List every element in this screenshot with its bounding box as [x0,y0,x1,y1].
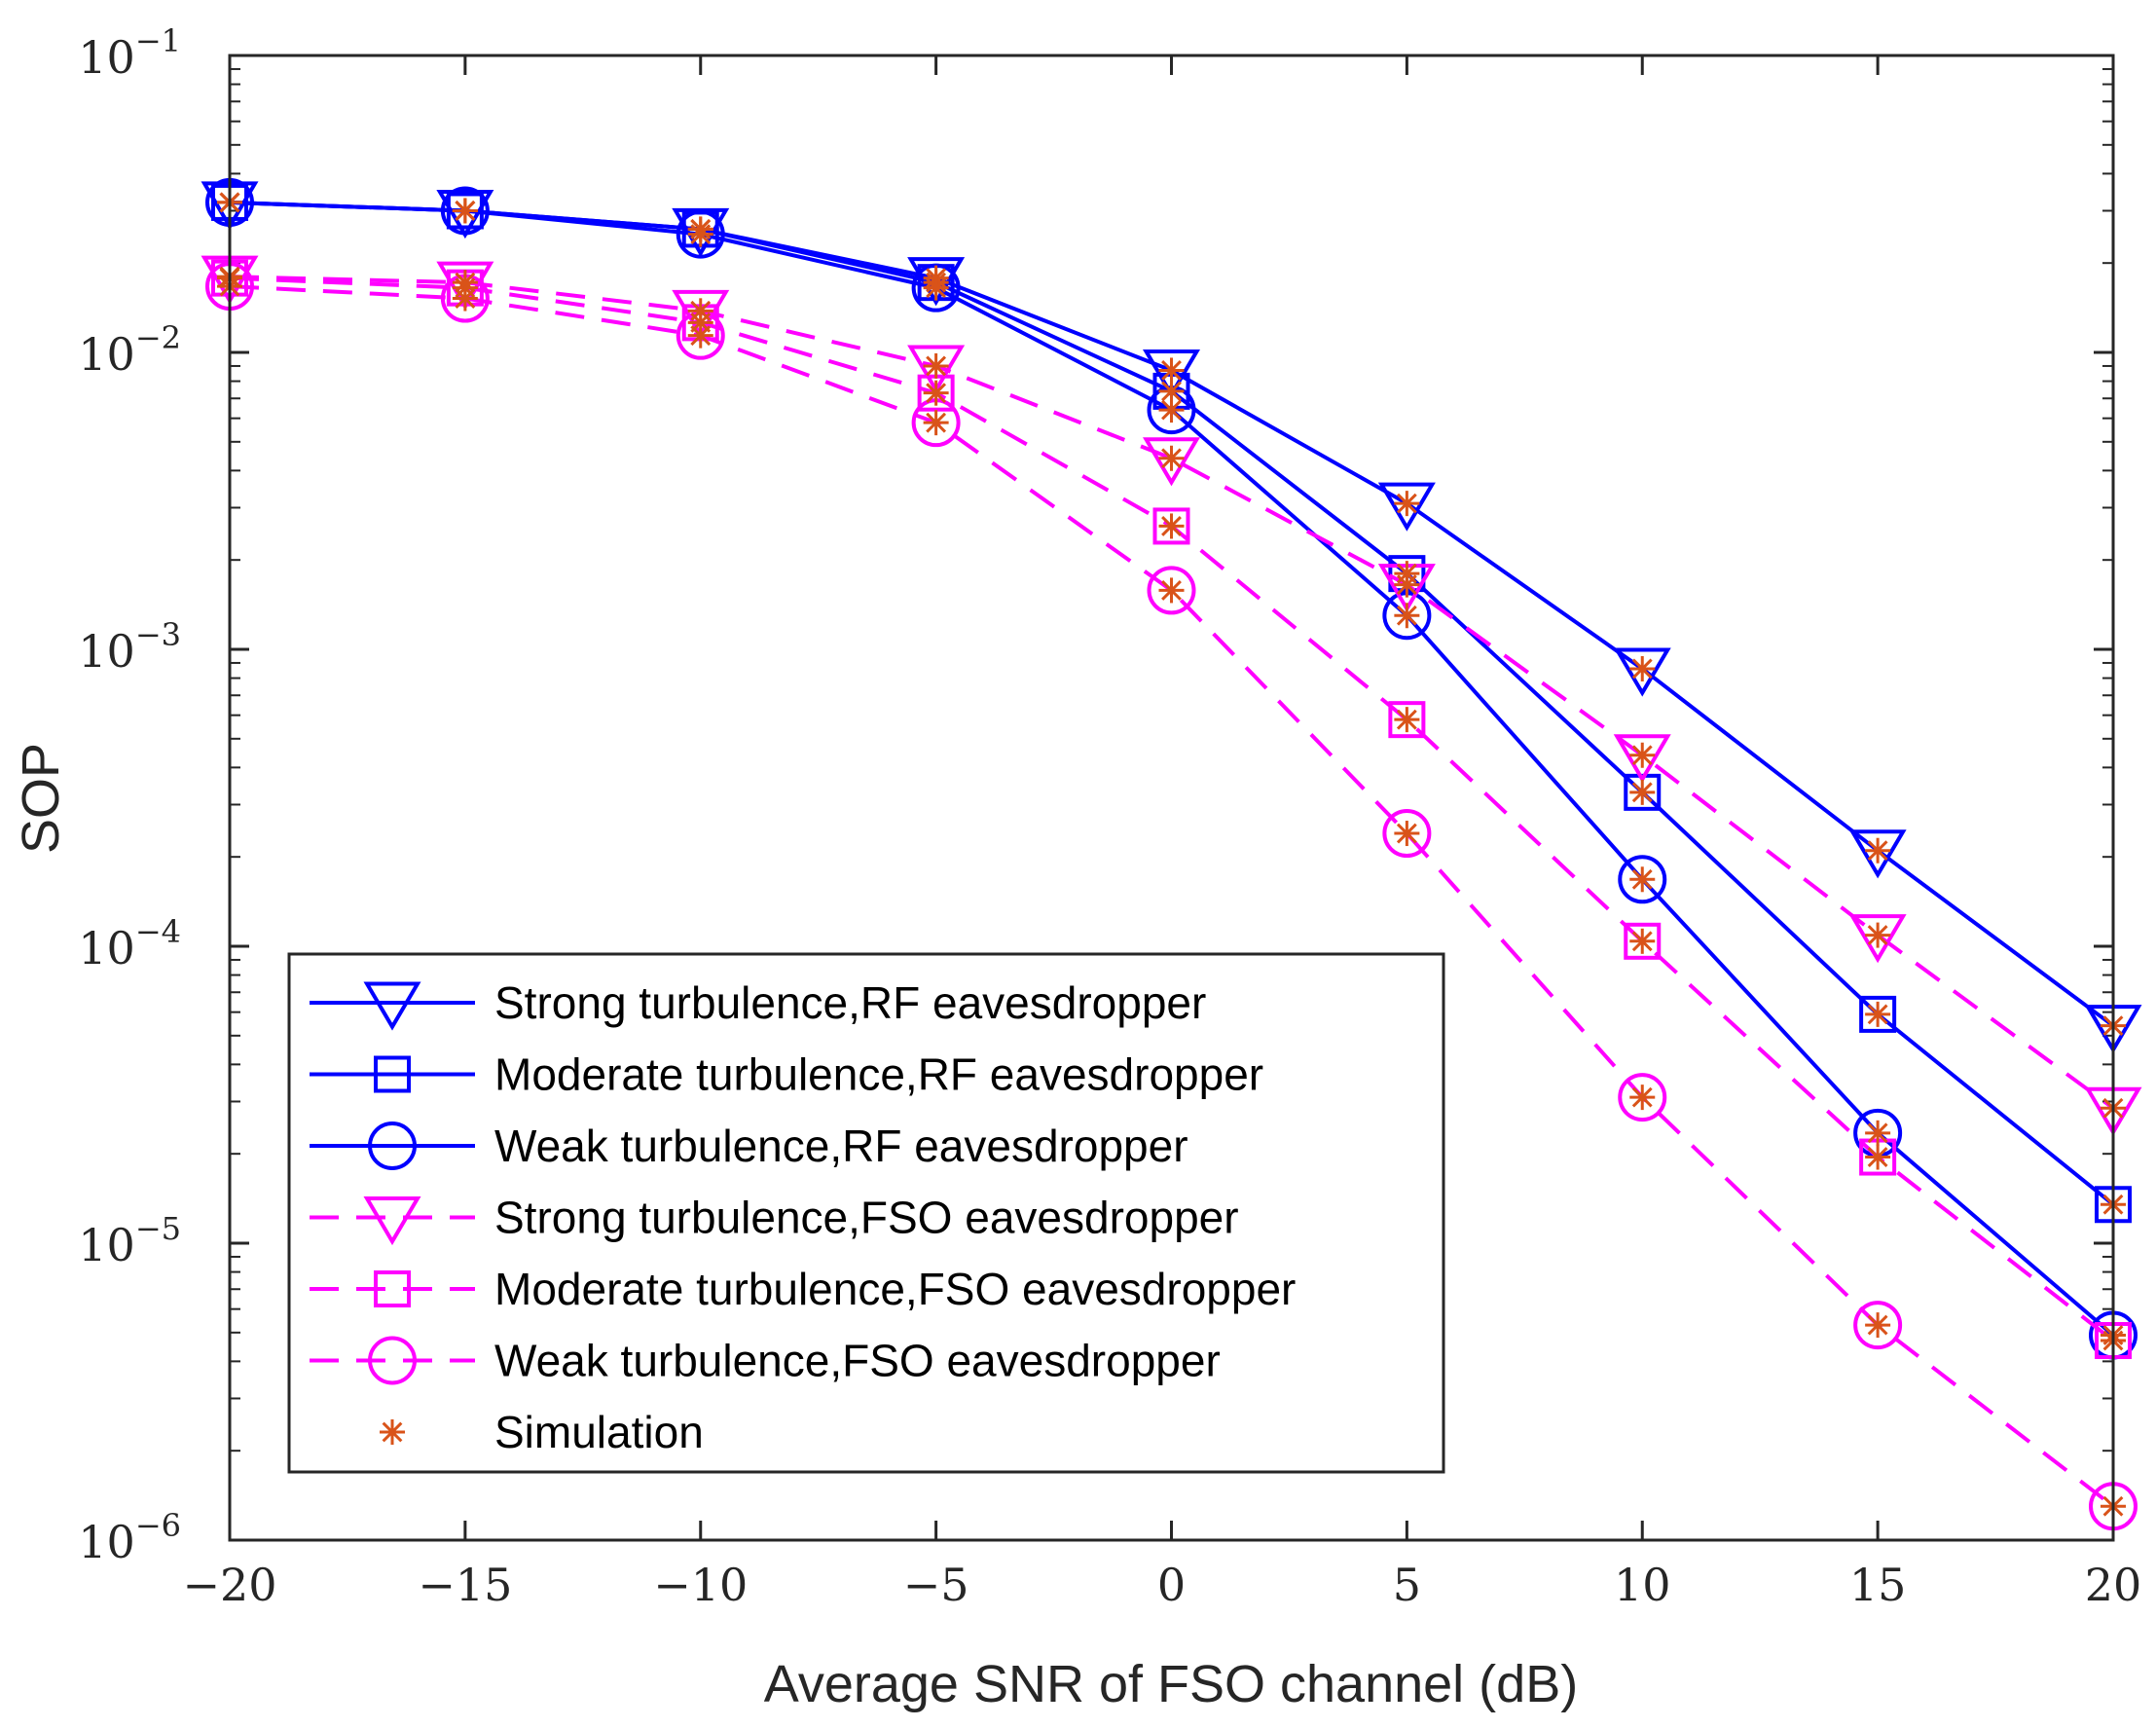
legend-marker [368,1336,417,1385]
data-point [907,345,966,394]
data-point [676,209,725,259]
simulation-point [452,285,478,312]
legend-marker [380,1419,405,1445]
data-point [1848,914,1907,964]
x-tick-label: −20 [182,1559,276,1611]
y-tick-label: 10−6 [78,1507,181,1568]
data-point [1152,507,1190,545]
legend-marker [368,1121,417,1170]
data-point [1147,566,1196,615]
legend-label: Weak turbulence,RF eavesdropper [494,1121,1188,1171]
legend-item: Strong turbulence,RF eavesdropper [310,977,1206,1031]
legend-item: Weak turbulence,FSO eavesdropper [310,1336,1221,1386]
simulation-point [923,352,949,379]
data-point [1618,1073,1667,1122]
x-tick-label: 0 [1157,1559,1186,1611]
simulation-point [452,198,478,224]
legend-item: Simulation [380,1407,704,1457]
simulation-point [1865,1144,1891,1170]
x-axis-ticks: −20 −15 −10 −5 0 5 10 15 20 [182,55,2141,1611]
legend-label: Strong turbulence,RF eavesdropper [494,977,1206,1028]
data-point [1388,701,1426,739]
simulation-point [687,221,713,247]
legend-label: Simulation [494,1407,704,1457]
simulation-point [923,380,949,406]
data-point [1613,647,1671,697]
legend-label: Moderate turbulence,FSO eavesdropper [494,1264,1296,1314]
legend-marker [363,981,421,1031]
legend-label: Moderate turbulence,RF eavesdropper [494,1049,1263,1100]
y-tick-label: 10−3 [78,616,181,678]
simulation-point [1629,1085,1656,1111]
data-point [1848,829,1907,879]
simulation-point [1865,1312,1891,1339]
legend-item: Moderate turbulence,FSO eavesdropper [310,1264,1296,1314]
simulation-point [1629,928,1656,954]
data-point [1618,855,1667,904]
simulation-point [923,410,949,436]
simulation-point [1629,655,1656,681]
data-point [1859,995,1897,1033]
legend-item: Moderate turbulence,RF eavesdropper [310,1049,1263,1100]
legend-item: Weak turbulence,RF eavesdropper [310,1121,1188,1171]
legend-item: Strong turbulence,FSO eavesdropper [310,1193,1239,1246]
simulation-point [1865,837,1891,864]
data-point [1143,437,1200,487]
legend-label: Strong turbulence,FSO eavesdropper [494,1193,1239,1243]
simulation-point [1394,491,1420,517]
x-axis-label: Average SNR of FSO channel (dB) [764,1655,1578,1713]
simulation-point [1629,866,1656,893]
simulation-point [1394,821,1420,847]
series-line [229,284,2115,1508]
data-point [440,186,490,236]
data-point [436,261,494,311]
y-tick-label: 10−2 [78,319,181,381]
simulation-point [1158,445,1185,471]
simulation-point [1629,779,1656,805]
data-point [1382,809,1432,859]
simulation-point [1865,1001,1891,1027]
legend-box [287,952,1445,1474]
x-tick-label: −5 [903,1559,969,1611]
x-tick-label: 5 [1393,1559,1421,1611]
legend: Strong turbulence,RF eavesdropper Moderat… [287,952,1445,1474]
simulation-point [1629,742,1656,768]
simulation-point [1158,513,1185,539]
x-tick-label: −15 [418,1559,512,1611]
data-point [672,289,730,339]
x-tick-label: 15 [1849,1559,1907,1611]
legend-marker [363,1196,421,1246]
simulation-point [1865,1120,1891,1146]
legend-marker [374,1270,411,1307]
data-point [1853,1301,1903,1350]
simulation-point [687,322,713,349]
simulation-point [1394,603,1420,629]
data-point [1377,482,1436,532]
data-point [1613,734,1671,784]
data-point [1624,922,1662,960]
simulation-point [1865,922,1891,948]
x-tick-label: 10 [1614,1559,1671,1611]
simulation-point [1158,397,1185,423]
simulation-point [1394,707,1420,733]
simulation-point [1158,577,1185,604]
simulation-point [923,275,949,301]
x-tick-label: 20 [2085,1559,2142,1611]
y-axis-label: SOP [12,743,70,854]
legend-marker [374,1055,411,1093]
simulation-point [1394,571,1420,598]
x-tick-label: −10 [653,1559,748,1611]
legend-label: Weak turbulence,FSO eavesdropper [494,1336,1221,1386]
